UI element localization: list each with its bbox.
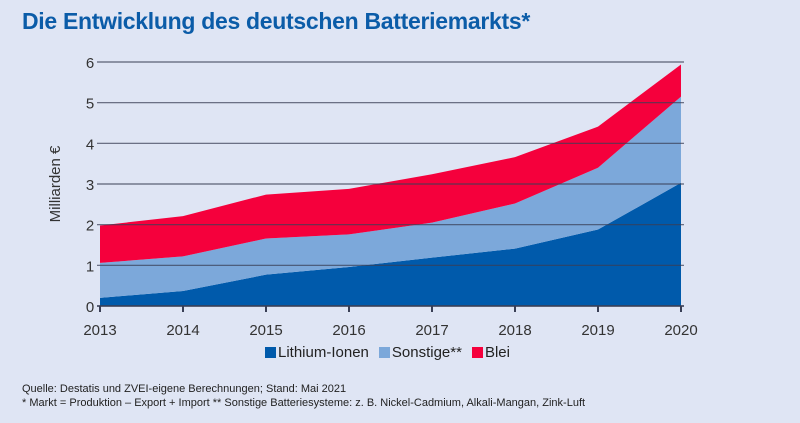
- legend-item-lithium: Lithium-Ionen: [265, 344, 369, 361]
- y-tick-label: 0: [86, 299, 94, 316]
- legend: Lithium-Ionen Sonstige** Blei: [265, 344, 510, 361]
- footnote: * Markt = Produktion – Export + Import *…: [22, 397, 586, 409]
- y-tick-label: 3: [86, 177, 94, 194]
- area-sonstige: [100, 96, 681, 298]
- legend-swatch-sonstige: [378, 347, 390, 358]
- y-axis-label: Milliarden €: [47, 145, 64, 222]
- y-tick-label: 1: [86, 258, 94, 275]
- notes: Quelle: Destatis und ZVEI-eigene Berechn…: [22, 382, 585, 410]
- x-tick-label: 2019: [581, 322, 614, 339]
- chart-title: Die Entwicklung des deutschen Batteriema…: [22, 8, 530, 34]
- x-tick-label: 2014: [166, 322, 199, 339]
- x-tick-label: 2017: [415, 322, 448, 339]
- area-lithium-ionen: [100, 182, 681, 306]
- x-tick-label: 2018: [498, 322, 531, 339]
- x-tick-label: 2015: [249, 322, 282, 339]
- x-tick-label: 2020: [664, 322, 697, 339]
- source-note: Quelle: Destatis und ZVEI-eigene Berechn…: [22, 383, 347, 395]
- y-tick-label: 5: [86, 96, 94, 113]
- legend-swatch-lithium: [265, 347, 276, 358]
- y-tick-label: 4: [86, 136, 94, 153]
- x-tick-label: 2016: [332, 322, 365, 339]
- legend-label-lithium: Lithium-Ionen: [278, 344, 369, 361]
- legend-swatch-blei: [471, 347, 483, 358]
- legend-item-blei: Blei: [471, 344, 510, 361]
- legend-label-sonstige: Sonstige**: [391, 344, 462, 361]
- y-tick-label: 2: [86, 218, 94, 235]
- y-tick-label: 6: [86, 55, 94, 72]
- area-blei: [100, 64, 681, 263]
- legend-item-sonstige: Sonstige**: [378, 344, 462, 361]
- x-tick-label: 2013: [83, 322, 116, 339]
- legend-label-blei: Blei: [484, 344, 510, 361]
